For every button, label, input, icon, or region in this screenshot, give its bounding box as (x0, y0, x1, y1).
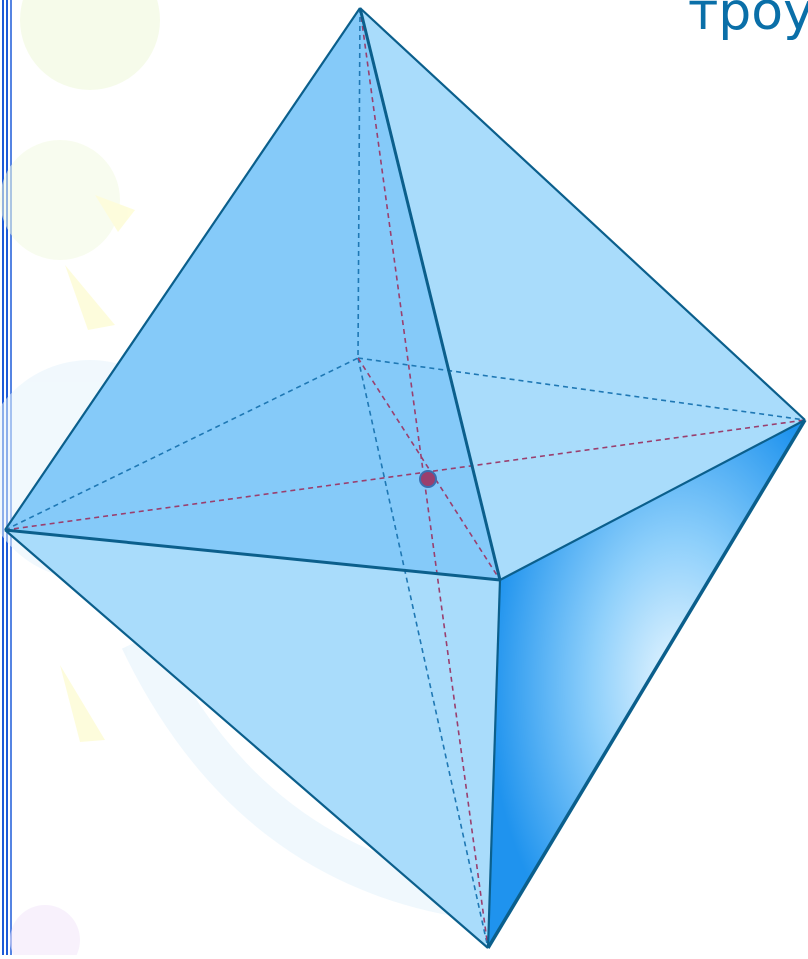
diagonal-back-front (357, 357, 501, 581)
edge-front-right (499, 419, 806, 581)
edge-top-left (4, 7, 361, 531)
face-bottom-left (5, 530, 500, 948)
hidden-edges (4, 7, 806, 949)
edge-left-front (4, 528, 501, 582)
edge-top-front (358, 7, 502, 581)
face-top-left (5, 8, 500, 580)
diagonals (4, 7, 806, 949)
hidden-edge-left-back (4, 357, 359, 531)
edge-front-bottom (486, 579, 502, 949)
edge-left-bottom (4, 529, 489, 949)
center-point (419, 470, 437, 488)
edge-top-right (359, 7, 806, 421)
hidden-edge-back-right (357, 357, 806, 421)
slide-title: троу (688, 0, 808, 42)
octahedron-faces (5, 8, 805, 948)
hidden-edge-top-back (357, 7, 361, 359)
face-top-right (360, 8, 805, 580)
hidden-edge-back-bottom (357, 357, 489, 949)
edge-right-bottom (486, 419, 807, 949)
visible-edges (4, 7, 807, 949)
